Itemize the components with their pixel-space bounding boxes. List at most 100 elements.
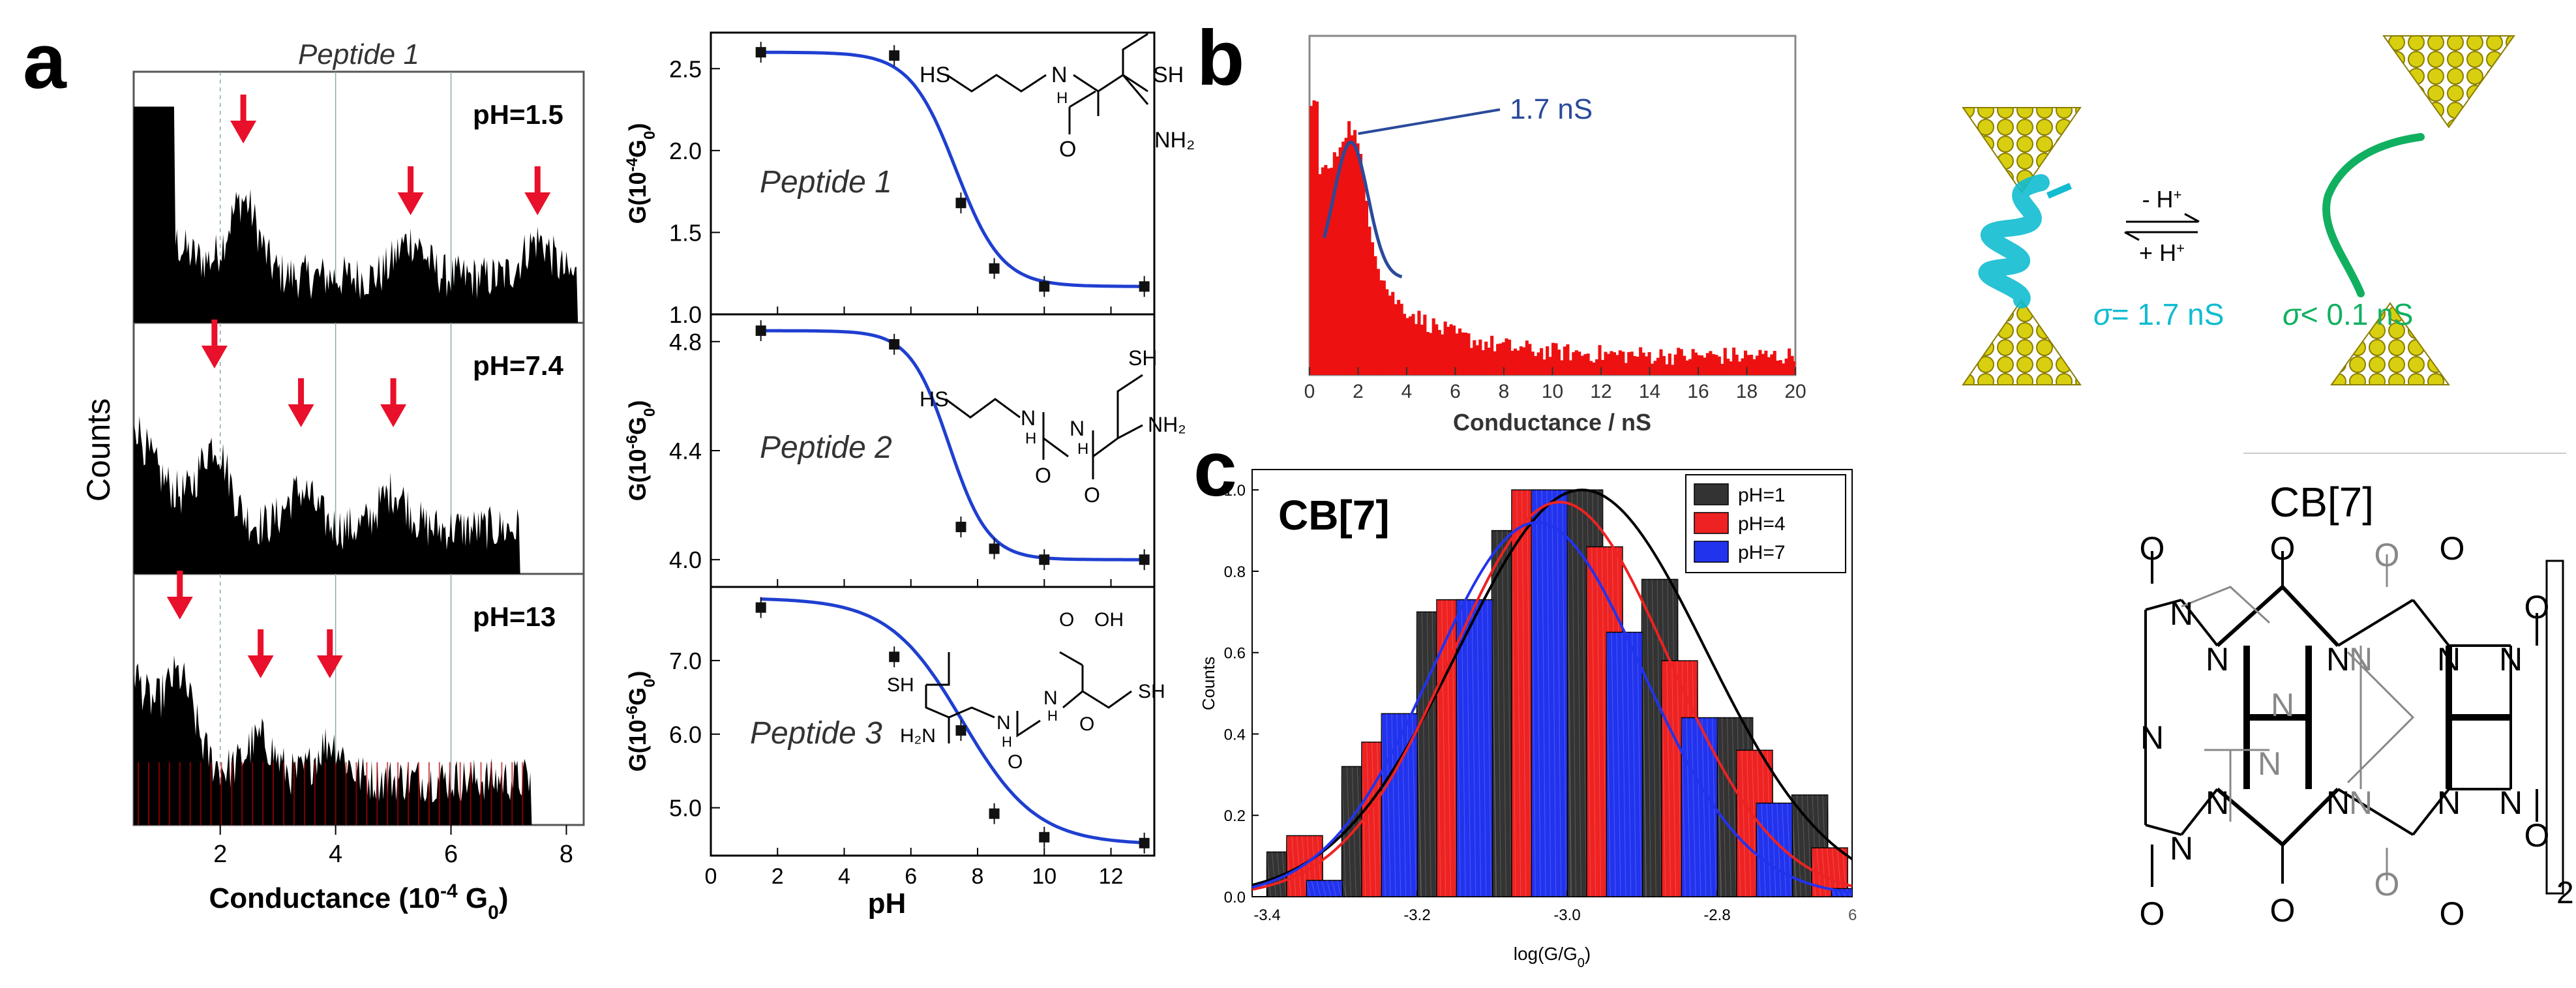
panel-a-ph-label: pH=1.5 bbox=[473, 99, 563, 130]
cb7-nitrogen-atom: N bbox=[2326, 641, 2350, 678]
panel-c-bar-texture bbox=[1721, 717, 1726, 897]
panel-b-histogram-bar bbox=[1580, 355, 1584, 375]
panel-c-bar-texture bbox=[1401, 713, 1407, 897]
panel-b-peak-label: 1.7 nS bbox=[1510, 93, 1593, 125]
svg-text:HS: HS bbox=[920, 63, 950, 87]
panel-a-right-ytick-label: 4.8 bbox=[669, 329, 702, 355]
panel-b-histogram-bar bbox=[1630, 352, 1634, 375]
panel-b-histogram-bar bbox=[1604, 352, 1608, 375]
panel-a-right-ylabel: G(10-4G0) bbox=[623, 123, 659, 224]
panel-b-histogram-bar bbox=[1627, 352, 1631, 375]
panel-c-bar-texture bbox=[1677, 661, 1682, 897]
panel-b-histogram-bar bbox=[1578, 352, 1581, 375]
panel-c-bar-texture bbox=[1316, 880, 1321, 897]
panel-b-xtick-label: 18 bbox=[1736, 381, 1758, 402]
panel-c-bar-texture bbox=[1642, 632, 1647, 897]
gold-electrode-top-right bbox=[2382, 35, 2515, 128]
panel-c-bar-texture bbox=[1306, 880, 1311, 897]
panel-c-bar-texture bbox=[1868, 889, 1872, 897]
panel-c-title: CB[7] bbox=[1278, 492, 1390, 539]
panel-c-bar bbox=[1456, 599, 1493, 897]
svg-text:SH: SH bbox=[1128, 346, 1157, 370]
cb7-title: CB[7] bbox=[2269, 479, 2374, 526]
panel-b-histogram-bar bbox=[1761, 353, 1765, 375]
helix-tail bbox=[2046, 183, 2072, 199]
panel-a-right-xtick-label: 6 bbox=[905, 864, 917, 889]
panel-b-histogram-bar bbox=[1583, 354, 1587, 375]
panel-b-histogram-bar bbox=[1621, 352, 1625, 375]
panel-b-histogram-bar bbox=[1784, 358, 1788, 375]
panel-b-histogram-bar bbox=[1788, 348, 1791, 375]
cb7-oxygen-atom: O bbox=[2374, 866, 2400, 903]
panel-c-bar-texture bbox=[1771, 803, 1776, 897]
panel-c-ytick-label: 0.2 bbox=[1224, 807, 1246, 825]
panel-b-histogram-bar bbox=[1385, 289, 1389, 375]
panel-b-histogram-bar bbox=[1715, 355, 1718, 375]
panel-a-right-ytick-label: 6.0 bbox=[669, 721, 702, 748]
cb7-nitrogen-atom: N bbox=[2349, 785, 2373, 821]
panel-c-bar-texture bbox=[1596, 546, 1602, 897]
cb7-nitrogen-atom: N bbox=[2206, 641, 2229, 678]
panel-c-bar-texture bbox=[1436, 599, 1441, 897]
cb7-oxygen-atom: O bbox=[2524, 589, 2550, 625]
panel-c-bar-texture bbox=[1611, 632, 1616, 897]
panel-b-histogram-bar bbox=[1359, 154, 1363, 375]
panel-c-bar-texture bbox=[1291, 835, 1296, 897]
panel-a-right-ytick-label: 2.5 bbox=[669, 55, 702, 82]
panel-b-histogram-bar bbox=[1598, 345, 1602, 375]
panel-c-legend-swatch bbox=[1694, 541, 1729, 563]
panel-b-histogram-bar bbox=[1364, 200, 1368, 375]
gold-electrode-bottom-right bbox=[2330, 302, 2450, 385]
panel-c-xtick-label: -3.4 bbox=[1253, 906, 1280, 924]
panel-b-histogram-bar bbox=[1677, 348, 1681, 375]
cb7-bracket-right bbox=[2549, 560, 2564, 895]
panel-c-bar-texture bbox=[1366, 741, 1371, 897]
panel-c-legend-label: pH=4 bbox=[1738, 513, 1786, 535]
panel-c-bar-texture bbox=[1616, 632, 1621, 897]
panel-b-histogram-bar bbox=[1551, 342, 1555, 375]
panel-b-histogram-bar bbox=[1420, 324, 1424, 375]
panel-b-histogram: 0 2 4 6 8 10 12 14 16 18 20 Conductance / nS 1.7 n… bbox=[1304, 35, 1806, 436]
panel-c-xtick-label: -3.2 bbox=[1403, 906, 1430, 924]
panel-b-histogram-bar bbox=[1409, 316, 1413, 375]
panel-c-bar-texture bbox=[1746, 750, 1752, 897]
sigma-coil-label: σ< 0.1 nS bbox=[2283, 297, 2413, 331]
panel-c-bar-texture bbox=[1576, 490, 1581, 897]
panel-c-xlabel: log(G/G0) bbox=[1514, 944, 1591, 970]
panel-c-bar-texture bbox=[1492, 599, 1497, 897]
svg-text:NH₂: NH₂ bbox=[1148, 413, 1186, 436]
panel-b-histogram-bar bbox=[1572, 352, 1576, 375]
panel-b-histogram-bar bbox=[1513, 348, 1517, 375]
peptide-name-label: Peptide 2 bbox=[760, 430, 892, 465]
panel-b-histogram-bar bbox=[1452, 325, 1456, 375]
peak-arrow-icon bbox=[380, 404, 407, 427]
panel-c-bar-texture bbox=[1776, 803, 1782, 897]
panel-b-histogram-bar bbox=[1568, 360, 1572, 375]
panel-c-bar-texture bbox=[1446, 599, 1452, 897]
panel-b-histogram-bar bbox=[1373, 256, 1377, 375]
panel-c-bar-texture bbox=[1476, 599, 1482, 897]
panel-b-histogram-bar bbox=[1376, 269, 1380, 375]
panel-c-bar-texture bbox=[1717, 717, 1722, 897]
svg-text:NH₂: NH₂ bbox=[1154, 128, 1195, 153]
panel-b-histogram-bar bbox=[1554, 343, 1558, 375]
panel-c-bar-texture bbox=[1487, 599, 1492, 897]
panel-b-histogram-bar bbox=[1478, 339, 1482, 375]
panel-c-bar-texture bbox=[1377, 741, 1382, 897]
panel-b-histogram-bar bbox=[1589, 361, 1593, 375]
svg-text:H: H bbox=[1025, 430, 1036, 447]
panel-b-histogram-bar bbox=[1505, 338, 1508, 375]
panel-b-histogram-bar bbox=[1461, 332, 1465, 375]
panel-b-histogram-bar bbox=[1382, 280, 1386, 375]
panel-c-bar-texture bbox=[1536, 490, 1541, 897]
cb7-nitrogen-atom: N bbox=[2499, 641, 2523, 678]
panel-a-right-xtick-label: 10 bbox=[1032, 864, 1056, 889]
panel-b-histogram-bar bbox=[1595, 359, 1599, 375]
panel-a-right-ytick-label: 1.5 bbox=[669, 219, 702, 246]
panel-a-xlabel: Conductance (10-4 G0) bbox=[209, 880, 509, 923]
panel-c-bar-texture bbox=[1541, 490, 1546, 897]
panel-label-b: b bbox=[1197, 14, 1244, 102]
panel-a-xtick-label: 6 bbox=[444, 841, 458, 868]
panel-b-histogram-bar bbox=[1332, 152, 1336, 375]
